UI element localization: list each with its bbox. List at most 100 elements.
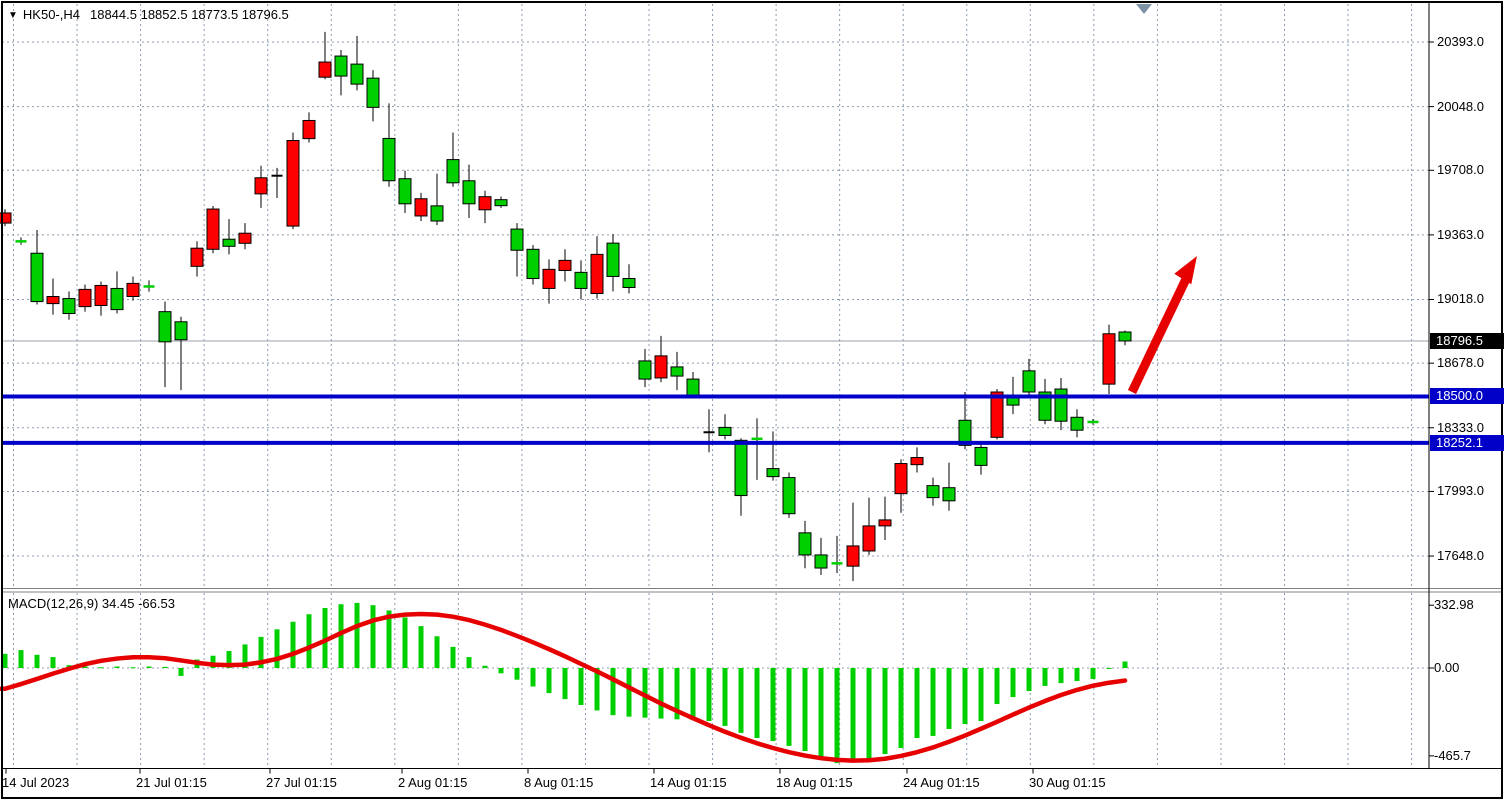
macd-histogram-bar (498, 668, 504, 674)
macd-histogram-bar (322, 608, 328, 668)
macd-histogram-bar (1042, 668, 1048, 686)
candle-body (654, 355, 668, 379)
candle-body (334, 55, 348, 77)
macd-histogram-bar (530, 668, 536, 687)
macd-histogram-bar (98, 667, 104, 669)
candle-body (862, 525, 876, 552)
macd-histogram-bar (338, 604, 344, 668)
macd-histogram-bar (258, 636, 264, 668)
macd-signal-line (0, 611, 1128, 763)
macd-histogram-bar (754, 668, 760, 738)
macd-histogram-bar (82, 666, 88, 668)
macd-histogram-bar (146, 666, 152, 668)
macd-histogram-bar (834, 668, 840, 764)
candle-body (126, 282, 140, 297)
macd-histogram-bar (786, 668, 792, 746)
candle-body (798, 532, 812, 556)
level-price-label: 18500.0 (1430, 388, 1504, 405)
price-axis-label: 20048.0 (1437, 98, 1484, 114)
candle-body (30, 252, 44, 303)
macd-histogram-bar (466, 657, 472, 668)
macd-histogram-bar (162, 666, 168, 668)
macd-histogram-bar (802, 668, 808, 752)
price-axis-label: 18678.0 (1437, 355, 1484, 371)
candle-body (158, 311, 172, 343)
macd-histogram-bar (450, 646, 456, 668)
macd-histogram-bar (274, 629, 280, 668)
time-axis-label: 27 Jul 01:15 (266, 775, 337, 790)
macd-histogram-bar (18, 650, 24, 668)
candle-body (1022, 370, 1036, 393)
candle-body (942, 487, 956, 502)
candle-body (206, 208, 220, 250)
candle-body (606, 242, 620, 277)
macd-histogram-bar (50, 657, 56, 668)
time-axis-label: 21 Jul 01:15 (136, 775, 207, 790)
symbol-timeframe-label: HK50-,H4 (22, 7, 80, 22)
macd-histogram-bar (722, 668, 728, 726)
macd-histogram-bar (930, 668, 936, 736)
macd-histogram-bar (1090, 668, 1096, 679)
candle-body (222, 238, 236, 247)
time-axis-label: 8 Aug 01:15 (524, 775, 594, 790)
candle-body (302, 119, 316, 140)
candle-body (174, 321, 188, 341)
macd-histogram-bar (306, 614, 312, 668)
macd-histogram-bar (642, 668, 648, 718)
candle-body (446, 159, 460, 184)
macd-histogram-bar (850, 668, 856, 762)
scroll-position-marker-icon[interactable] (1136, 4, 1152, 14)
candle-body (350, 63, 364, 85)
macd-histogram-bar (514, 668, 520, 680)
candle-body (494, 199, 508, 207)
macd-histogram-bar (1106, 668, 1112, 669)
price-axis-label: 19708.0 (1437, 162, 1484, 178)
macd-histogram-bar (1122, 661, 1128, 668)
macd-histogram-bar (210, 655, 216, 668)
candle-body (430, 205, 444, 222)
candle-body (846, 545, 860, 567)
candle-body (542, 268, 556, 289)
candle-body (318, 61, 332, 78)
macd-histogram-bar (386, 610, 392, 668)
macd-histogram-bar (770, 668, 776, 742)
macd-histogram-bar (546, 668, 552, 694)
symbol-dropdown-icon[interactable]: ▼ (8, 10, 18, 21)
candle-body (254, 177, 268, 195)
candle-body (734, 439, 748, 497)
candle-body (398, 178, 412, 205)
trend-arrow-head[interactable] (1174, 256, 1197, 285)
macd-histogram-bar (354, 602, 360, 668)
candle-body (238, 232, 252, 244)
candle-body (990, 391, 1004, 438)
macd-histogram-bar (866, 668, 872, 759)
time-axis-label: 18 Aug 01:15 (776, 775, 853, 790)
candle-body (958, 419, 972, 446)
macd-histogram-bar (610, 668, 616, 716)
macd-histogram-bar (994, 668, 1000, 705)
ohlc-values: 18844.5 18852.5 18773.5 18796.5 (89, 7, 289, 22)
candle-body (526, 248, 540, 280)
price-axis-label: 19363.0 (1437, 226, 1484, 242)
macd-histogram-bar (1074, 668, 1080, 682)
candle-body (878, 519, 892, 527)
candle-body (62, 298, 76, 315)
candle-body (926, 485, 940, 499)
candle-body (638, 360, 652, 380)
time-axis-label: 30 Aug 01:15 (1029, 775, 1106, 790)
time-axis-label: 14 Aug 01:15 (650, 775, 727, 790)
macd-histogram-bar (242, 644, 248, 668)
macd-histogram-bar (562, 668, 568, 700)
macd-histogram-bar (1010, 668, 1016, 698)
candle-body (462, 180, 476, 205)
macd-histogram-bar (434, 636, 440, 668)
candle-body (110, 287, 124, 311)
macd-histogram-bar (690, 668, 696, 721)
price-axis-label: 17648.0 (1437, 548, 1484, 564)
candle-body (366, 77, 380, 108)
macd-histogram-bar (370, 605, 376, 668)
candle-body (782, 477, 796, 515)
chart-title: ▼ HK50-,H4 18844.5 18852.5 18773.5 18796.5 (8, 7, 289, 24)
trend-arrow[interactable] (1127, 277, 1191, 394)
macd-indicator-label: MACD(12,26,9) 34.45 -66.53 (8, 596, 175, 611)
